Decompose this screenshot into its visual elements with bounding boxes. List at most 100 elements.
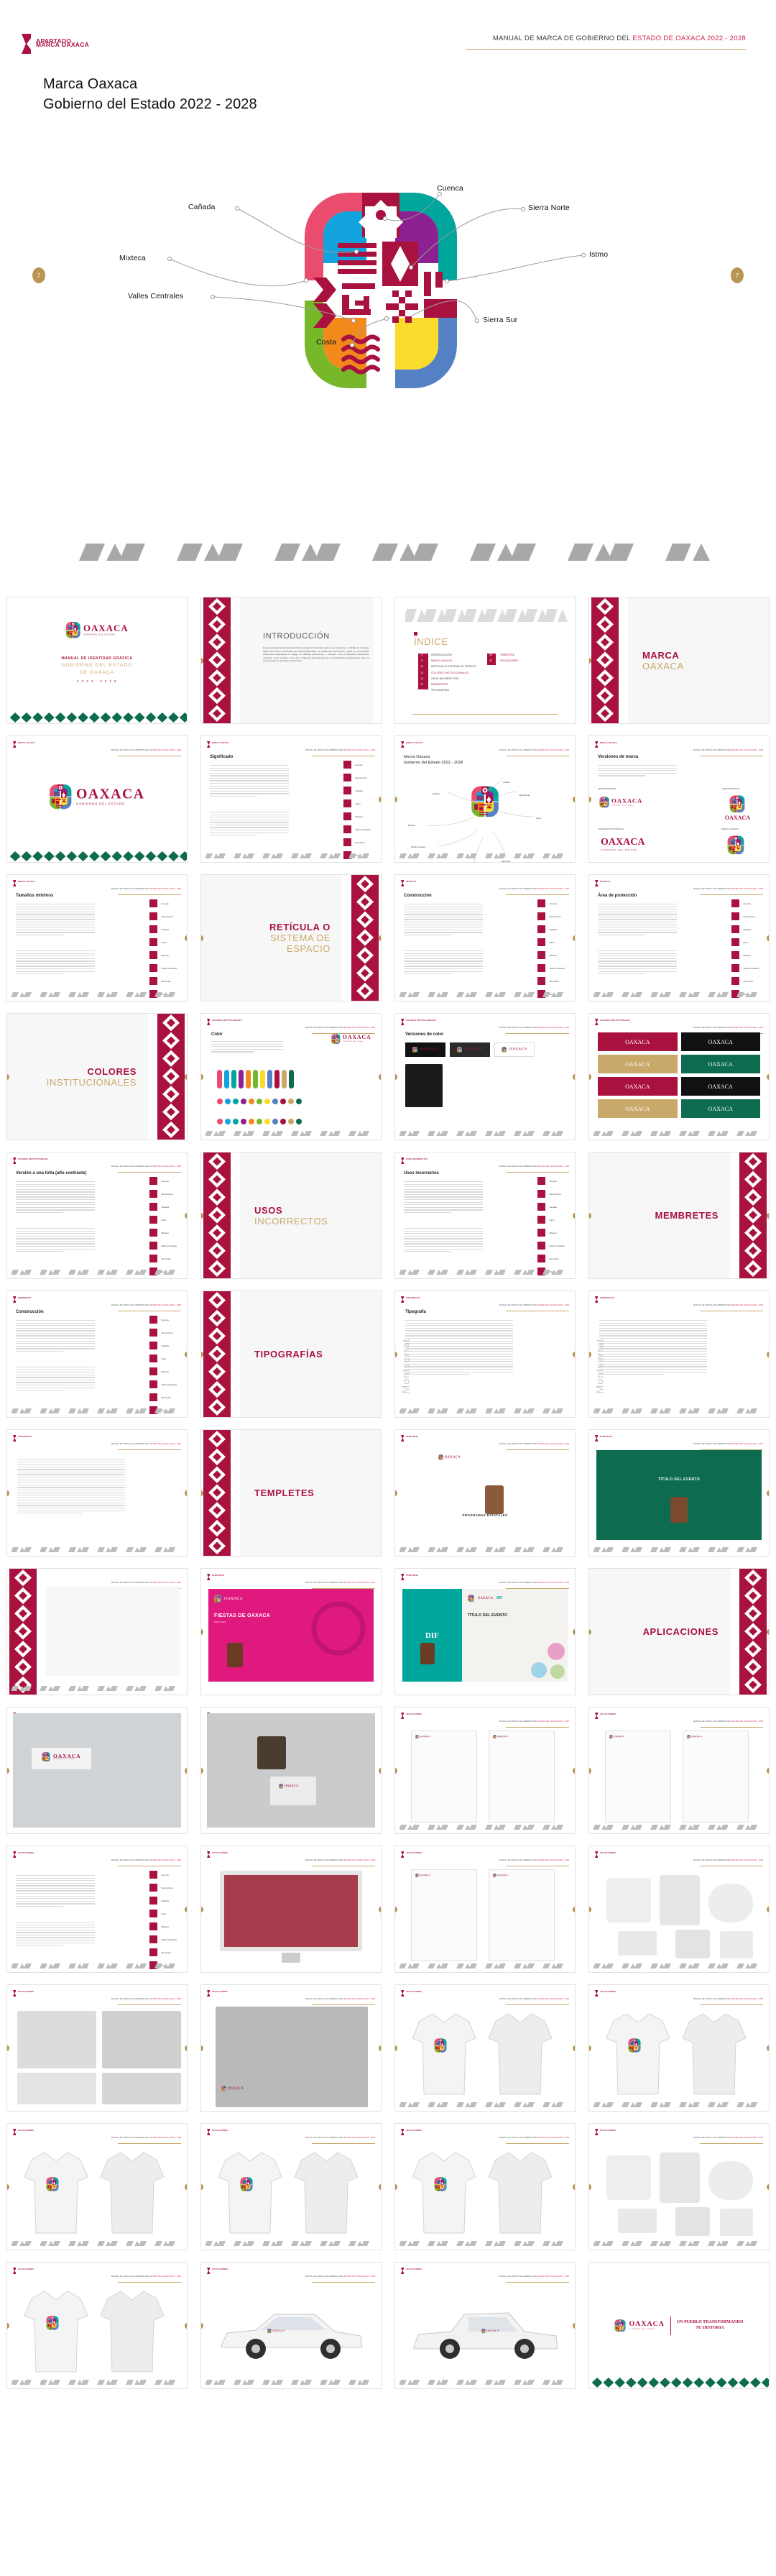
thumbnail-cell[interactable]: TEMPLETES MANUAL DE MARCA DE GOBIERNO DE… — [194, 1562, 388, 1701]
page-thumbnail[interactable]: MARCA OAXACA MANUAL DE MARCA DE GOBIERNO… — [6, 874, 188, 1001]
page-thumbnail[interactable]: APLICACIONES MANUAL DE MARCA DE GOBIERNO… — [6, 2123, 188, 2250]
thumbnail-cell[interactable]: APLICACIONES — [582, 1562, 776, 1701]
thumbnail-cell[interactable]: USOS INCORRECTOS MANUAL DE MARCA DE GOBI… — [388, 1146, 582, 1285]
page-thumbnail-grid[interactable]: OAXACA GOBIERNO DEL ESTADO MANUAL DE IDE… — [0, 591, 776, 2395]
thumbnail-cell[interactable]: MARCA OAXACA MANUAL DE MARCA DE GOBIERNO… — [582, 730, 776, 868]
thumbnail-cell[interactable]: COLORES INSTITUCIONALES MANUAL DE MARCA … — [582, 1007, 776, 1146]
page-thumbnail[interactable]: APLICACIONES MANUAL DE MARCA DE GOBIERNO… — [588, 1984, 770, 2112]
page-thumbnail[interactable]: TEMPLETES MANUAL DE MARCA DE GOBIERNO DE… — [394, 1429, 576, 1557]
page-thumbnail[interactable]: APLICACIONES MANUAL DE MARCA DE GOBIERNO… — [200, 2262, 382, 2389]
page-thumbnail[interactable]: APLICACIONES MANUAL DE MARCA DE GOBIERNO… — [588, 2123, 770, 2250]
thumbnail-cell[interactable]: APLICACIONES MANUAL DE MARCA DE GOBIERNO… — [194, 2117, 388, 2256]
thumbnail-cell[interactable]: USOS INCORRECTOS — [194, 1146, 388, 1285]
thumbnail-cell[interactable]: APLICACIONES MANUAL DE MARCA DE GOBIERNO… — [0, 1840, 194, 1979]
thumbnail-cell[interactable]: APLICACIONES MANUAL DE MARCA DE GOBIERNO… — [582, 1840, 776, 1979]
thumbnail-cell[interactable]: COLORES INSTITUCIONALES MANUAL DE MARCA … — [0, 1146, 194, 1285]
thumbnail-cell[interactable]: MEMBRETES — [582, 1146, 776, 1285]
page-thumbnail[interactable]: TIPOGRAFÍAS MANUAL DE MARCA DE GOBIERNO … — [588, 1291, 770, 1418]
page-thumbnail[interactable]: APLICACIONES MANUAL DE MARCA DE GOBIERNO… — [200, 1984, 382, 2112]
thumbnail-cell[interactable]: APLICACIONES MANUAL DE MARCA DE GOBIERNO… — [0, 2256, 194, 2395]
thumbnail-cell[interactable]: TIPOGRAFÍAS — [194, 1285, 388, 1424]
page-thumbnail[interactable]: APLICACIONES MANUAL DE MARCA DE GOBIERNO… — [6, 2262, 188, 2389]
thumbnail-cell[interactable]: APLICACIONES MANUAL DE MARCA DE GOBIERNO… — [582, 1979, 776, 2117]
thumbnail-cell[interactable]: MARCA OAXACA — [582, 591, 776, 730]
page-thumbnail[interactable]: RETÍCULA O SISTEMA DE ESPACIO — [200, 874, 382, 1001]
page-thumbnail[interactable]: APLICACIONES MANUAL DE MARCA DE GOBIERNO… — [200, 2123, 382, 2250]
page-thumbnail[interactable]: TIPOGRAFÍAS MANUAL DE MARCA DE GOBIERNO … — [6, 1429, 188, 1557]
page-thumbnail[interactable]: TEMPLETES MANUAL DE MARCA DE GOBIERNO DE… — [394, 1568, 576, 1695]
thumbnail-cell[interactable]: APLICACIONES MANUAL DE MARCA DE GOBIERNO… — [582, 1701, 776, 1840]
thumbnail-cell[interactable]: APLICACIONES MANUAL DE MARCA DE GOBIERNO… — [0, 2117, 194, 2256]
page-thumbnail[interactable]: APLICACIONES MANUAL DE MARCA DE GOBIERNO… — [394, 1707, 576, 1834]
page-thumbnail[interactable]: APLICACIONES MANUAL DE MARCA DE GOBIERNO… — [394, 1984, 576, 2112]
page-thumbnail[interactable]: OAXACA GOBIERNO DEL ESTADO MANUAL DE IDE… — [6, 597, 188, 724]
thumbnail-cell[interactable]: MARCA OAXACA MANUAL DE MARCA DE GOBIERNO… — [0, 868, 194, 1007]
page-thumbnail[interactable]: APLICACIONES MANUAL DE MARCA DE GOBIERNO… — [6, 1846, 188, 1973]
page-thumbnail[interactable]: MARCA OAXACA MANUAL DE MARCA DE GOBIERNO… — [394, 735, 576, 863]
page-thumbnail[interactable]: TEMPLETES MANUAL DE MARCA DE GOBIERNO DE… — [588, 1429, 770, 1557]
thumbnail-cell[interactable]: APLICACIONES MANUAL DE MARCA DE GOBIERNO… — [388, 2256, 582, 2395]
page-thumbnail[interactable]: APLICACIONES MANUAL DE MARCA DE GOBIERNO… — [394, 2262, 576, 2389]
thumbnail-cell[interactable]: TEMPLETES MANUAL DE MARCA DE GOBIERNO DE… — [388, 1562, 582, 1701]
thumbnail-cell[interactable]: MARCA OAXACA MANUAL DE MARCA DE GOBIERNO… — [194, 730, 388, 868]
page-thumbnail[interactable]: TEMPLETES MANUAL DE MARCA DE GOBIERNO DE… — [6, 1568, 188, 1695]
thumbnail-cell[interactable]: TIPOGRAFÍAS MANUAL DE MARCA DE GOBIERNO … — [582, 1285, 776, 1424]
page-thumbnail[interactable]: APLICACIONES MANUAL DE MARCA DE GOBIERNO… — [394, 1846, 576, 1973]
page-thumbnail[interactable]: MEMBRETES MANUAL DE MARCA DE GOBIERNO DE… — [6, 1291, 188, 1418]
thumbnail-cell[interactable]: OAXACA GOBIERNO DEL ESTADO MANUAL DE IDE… — [0, 591, 194, 730]
thumbnail-cell[interactable]: COLORES INSTITUCIONALES — [0, 1007, 194, 1146]
page-thumbnail[interactable]: APLICACIONES MANUAL DE MARCA DE GOBIERNO… — [588, 1846, 770, 1973]
thumbnail-cell[interactable]: INTRODUCCIÓN El presente Manual de Ident… — [194, 591, 388, 730]
thumbnail-cell[interactable]: RETÍCULA MANUAL DE MARCA DE GOBIERNO DEL… — [582, 868, 776, 1007]
page-thumbnail[interactable]: ÍNDICE 3 INTRODUCCIÓN 5 MARCA OAXACA 10 … — [394, 597, 576, 724]
page-thumbnail[interactable]: MARCA OAXACA — [588, 597, 770, 724]
thumbnail-cell[interactable]: APLICACIONES MANUAL DE MARCA DE GOBIERNO… — [0, 1979, 194, 2117]
page-thumbnail[interactable]: TEMPLETES MANUAL DE MARCA DE GOBIERNO DE… — [200, 1568, 382, 1695]
page-thumbnail[interactable]: APLICACIONES MANUAL DE MARCA DE GOBIERNO… — [588, 1707, 770, 1834]
thumbnail-cell[interactable]: TIPOGRAFÍAS MANUAL DE MARCA DE GOBIERNO … — [388, 1285, 582, 1424]
page-thumbnail[interactable]: TEMPLETES — [200, 1429, 382, 1557]
page-thumbnail[interactable]: RETÍCULA MANUAL DE MARCA DE GOBIERNO DEL… — [394, 874, 576, 1001]
thumbnail-cell[interactable]: APLICACIONES MANUAL DE MARCA DE GOBIERNO… — [388, 1840, 582, 1979]
page-thumbnail[interactable]: USOS INCORRECTOS — [200, 1152, 382, 1279]
thumbnail-cell[interactable]: COLORES INSTITUCIONALES MANUAL DE MARCA … — [194, 1007, 388, 1146]
page-thumbnail[interactable]: COLORES INSTITUCIONALES MANUAL DE MARCA … — [200, 1013, 382, 1140]
thumbnail-cell[interactable]: COLORES INSTITUCIONALES MANUAL DE MARCA … — [388, 1007, 582, 1146]
thumbnail-cell[interactable]: RETÍCULA MANUAL DE MARCA DE GOBIERNO DEL… — [388, 868, 582, 1007]
page-thumbnail[interactable]: COLORES INSTITUCIONALES MANUAL DE MARCA … — [588, 1013, 770, 1140]
page-thumbnail[interactable]: RETÍCULA MANUAL DE MARCA DE GOBIERNO DEL… — [588, 874, 770, 1001]
thumbnail-cell[interactable]: APLICACIONES MANUAL DE MARCA DE GOBIERNO… — [388, 1979, 582, 2117]
page-thumbnail[interactable]: APLICACIONES MANUAL DE MARCA DE GOBIERNO… — [394, 2123, 576, 2250]
page-thumbnail[interactable]: COLORES INSTITUCIONALES — [6, 1013, 188, 1140]
page-thumbnail[interactable]: MARCA OAXACA MANUAL DE MARCA DE GOBIERNO… — [6, 735, 188, 863]
thumbnail-cell[interactable]: OAXACA GOBIERNO DEL ESTADO UN PUEBLO TRA… — [582, 2256, 776, 2395]
thumbnail-cell[interactable]: APLICACIONES MANUAL DE MARCA DE GOBIERNO… — [194, 1840, 388, 1979]
thumbnail-cell[interactable]: APLICACIONES MANUAL DE MARCA DE GOBIERNO… — [194, 1701, 388, 1840]
thumbnail-cell[interactable]: APLICACIONES MANUAL DE MARCA DE GOBIERNO… — [388, 1701, 582, 1840]
thumbnail-cell[interactable]: MARCA OAXACA MANUAL DE MARCA DE GOBIERNO… — [388, 730, 582, 868]
page-thumbnail[interactable]: APLICACIONES MANUAL DE MARCA DE GOBIERNO… — [6, 1707, 188, 1834]
page-thumbnail[interactable]: TIPOGRAFÍAS MANUAL DE MARCA DE GOBIERNO … — [394, 1291, 576, 1418]
page-thumbnail[interactable]: MARCA OAXACA MANUAL DE MARCA DE GOBIERNO… — [200, 735, 382, 863]
page-thumbnail[interactable]: MARCA OAXACA MANUAL DE MARCA DE GOBIERNO… — [588, 735, 770, 863]
page-thumbnail[interactable]: COLORES INSTITUCIONALES MANUAL DE MARCA … — [394, 1013, 576, 1140]
page-thumbnail[interactable]: INTRODUCCIÓN El presente Manual de Ident… — [200, 597, 382, 724]
thumbnail-cell[interactable]: ÍNDICE 3 INTRODUCCIÓN 5 MARCA OAXACA 10 … — [388, 591, 582, 730]
thumbnail-cell[interactable]: APLICACIONES MANUAL DE MARCA DE GOBIERNO… — [194, 1979, 388, 2117]
thumbnail-cell[interactable]: APLICACIONES MANUAL DE MARCA DE GOBIERNO… — [0, 1701, 194, 1840]
thumbnail-cell[interactable]: TEMPLETES — [194, 1424, 388, 1562]
page-thumbnail[interactable]: APLICACIONES — [588, 1568, 770, 1695]
thumbnail-cell[interactable]: MEMBRETES MANUAL DE MARCA DE GOBIERNO DE… — [0, 1285, 194, 1424]
thumbnail-cell[interactable]: TEMPLETES MANUAL DE MARCA DE GOBIERNO DE… — [0, 1562, 194, 1701]
thumbnail-cell[interactable]: TEMPLETES MANUAL DE MARCA DE GOBIERNO DE… — [388, 1424, 582, 1562]
thumbnail-cell[interactable]: APLICACIONES MANUAL DE MARCA DE GOBIERNO… — [582, 2117, 776, 2256]
page-thumbnail[interactable]: USOS INCORRECTOS MANUAL DE MARCA DE GOBI… — [394, 1152, 576, 1279]
page-thumbnail[interactable]: COLORES INSTITUCIONALES MANUAL DE MARCA … — [6, 1152, 188, 1279]
page-thumbnail[interactable]: MEMBRETES — [588, 1152, 770, 1279]
thumbnail-cell[interactable]: TEMPLETES MANUAL DE MARCA DE GOBIERNO DE… — [582, 1424, 776, 1562]
thumbnail-cell[interactable]: TIPOGRAFÍAS MANUAL DE MARCA DE GOBIERNO … — [0, 1424, 194, 1562]
page-thumbnail[interactable]: APLICACIONES MANUAL DE MARCA DE GOBIERNO… — [6, 1984, 188, 2112]
thumbnail-cell[interactable]: RETÍCULA O SISTEMA DE ESPACIO — [194, 868, 388, 1007]
thumbnail-cell[interactable]: APLICACIONES MANUAL DE MARCA DE GOBIERNO… — [388, 2117, 582, 2256]
page-thumbnail[interactable]: TIPOGRAFÍAS — [200, 1291, 382, 1418]
